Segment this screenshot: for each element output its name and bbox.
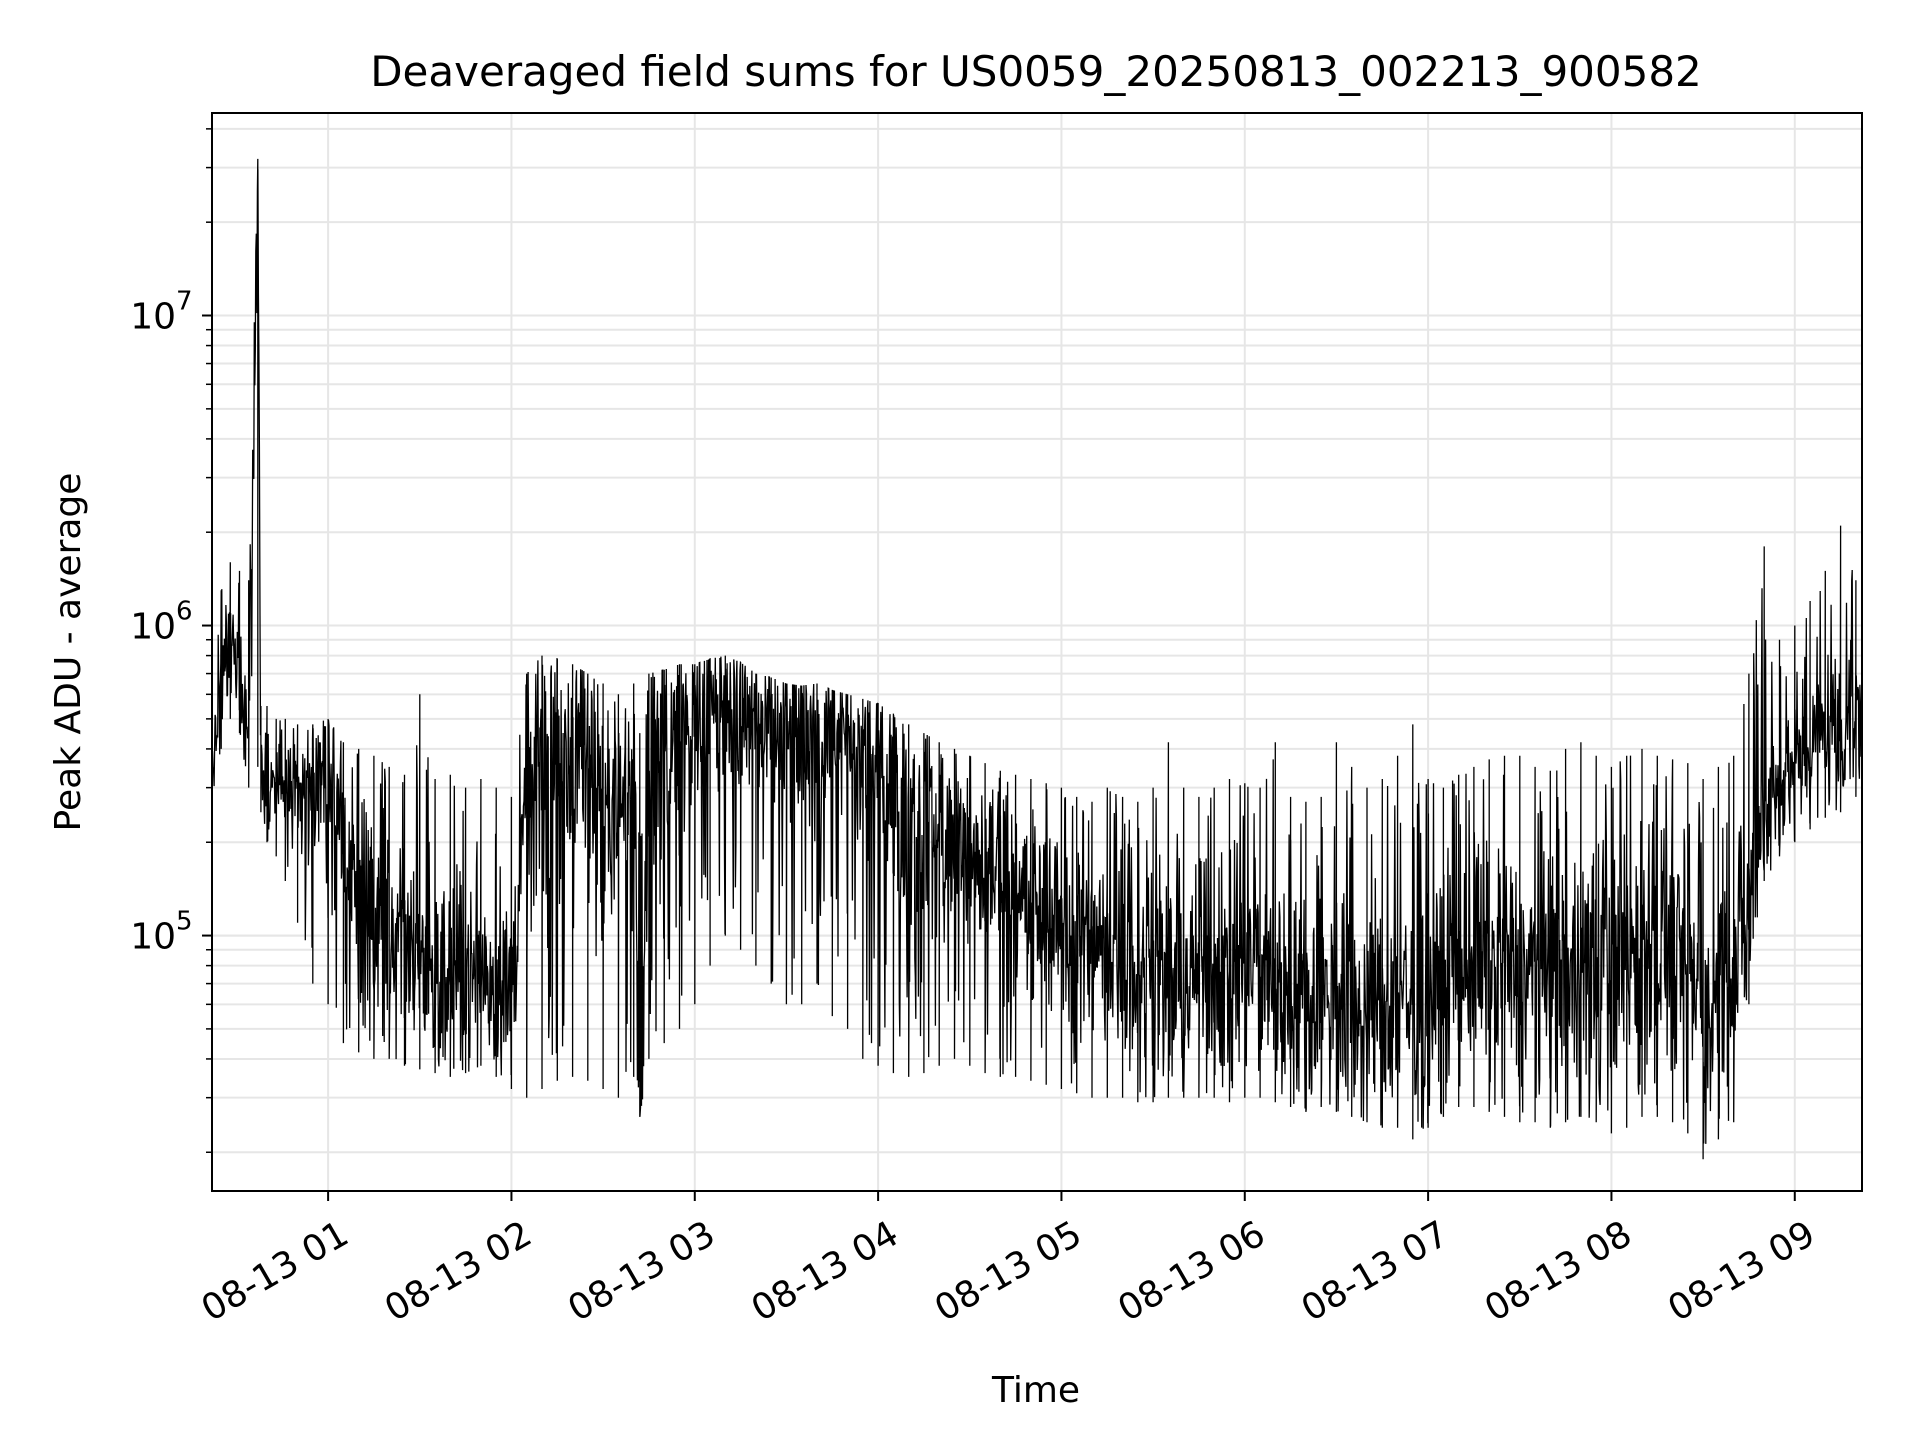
y-tick-label: 10 xyxy=(130,297,176,338)
series-line xyxy=(211,158,1863,1160)
y-tick-label: 10 xyxy=(130,917,176,958)
x-axis-label: Time xyxy=(991,1370,1080,1411)
y-tick-exponent: 6 xyxy=(176,597,193,627)
plot-area xyxy=(211,112,1863,1192)
y-tick-exponent: 5 xyxy=(176,907,193,937)
y-tick-label: 10 xyxy=(130,607,176,648)
plot-frame xyxy=(211,112,1863,1192)
y-tick-exponent: 7 xyxy=(176,287,193,317)
y-axis-label: Peak ADU - average xyxy=(48,473,89,832)
plot-background xyxy=(212,113,1862,1191)
series-line-path xyxy=(211,158,1863,1160)
chart-title: Deaveraged field sums for US0059_2025081… xyxy=(370,47,1702,96)
